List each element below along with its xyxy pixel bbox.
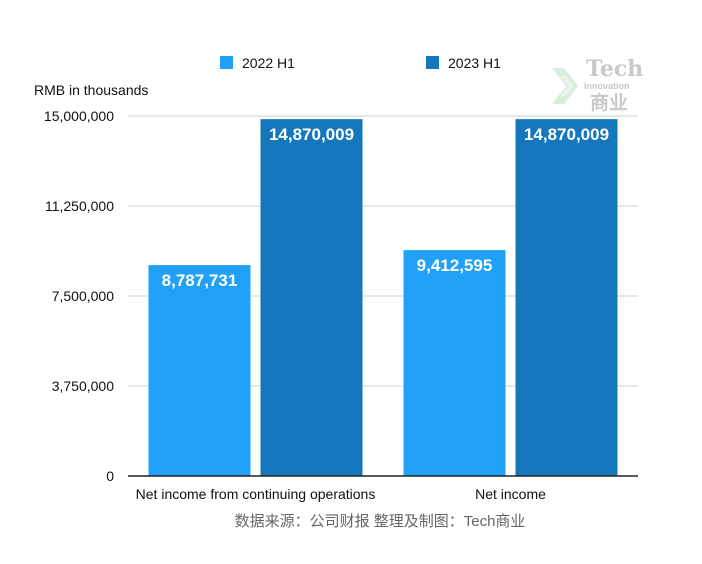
legend-swatch [426,56,439,69]
y-tick-label: 15,000,000 [44,108,114,124]
legend-label: 2022 H1 [242,55,295,71]
x-category-label: Net income [475,486,546,502]
axes: 0 3,750,000 7,500,000 11,250,000 15,000,000 N… [44,108,638,502]
bar [515,119,618,476]
bars [148,119,618,476]
x-category-label: Net income from continuing operations [136,486,376,502]
data-label: 9,412,595 [417,256,493,275]
y-axis-unit-label: RMB in thousands [34,82,148,98]
watermark-logo: Tech Innovation 商业 [552,56,643,114]
bar [148,265,251,476]
data-label: 14,870,009 [269,125,354,144]
legend-label: 2023 H1 [448,55,501,71]
bar [403,250,506,476]
data-labels: 8,787,731 14,870,009 9,412,595 14,870,009 [162,125,609,290]
source-note: 数据来源：公司财报 整理及制图：Tech商业 [235,513,526,530]
watermark-line2: Innovation [584,81,630,91]
legend-swatch [220,56,233,69]
data-label: 14,870,009 [524,125,609,144]
y-tick-label: 11,250,000 [45,198,114,214]
watermark-line1: Tech [586,56,643,82]
bar [260,119,363,476]
y-tick-label: 0 [106,468,114,484]
data-label: 8,787,731 [162,271,238,290]
y-tick-label: 7,500,000 [52,288,114,304]
watermark-line3: 商业 [590,91,628,114]
chevron-arrow-icon [552,68,578,104]
y-tick-label: 3,750,000 [52,378,114,394]
legend: 2022 H1 2023 H1 [220,55,501,71]
